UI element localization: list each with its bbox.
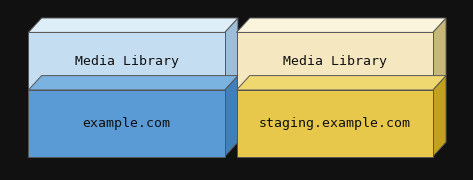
Text: Media Library: Media Library [283, 55, 386, 68]
Polygon shape [236, 76, 446, 90]
Bar [236, 90, 433, 157]
Bar [236, 32, 433, 90]
Text: Media Library: Media Library [75, 55, 178, 68]
Polygon shape [433, 18, 446, 90]
Bar [28, 90, 225, 157]
Bar [28, 32, 225, 90]
Polygon shape [28, 76, 238, 90]
Polygon shape [433, 76, 446, 157]
Text: staging.example.com: staging.example.com [259, 117, 411, 130]
Polygon shape [225, 76, 238, 157]
Polygon shape [236, 18, 446, 32]
Text: example.com: example.com [82, 117, 171, 130]
Polygon shape [28, 18, 238, 32]
Polygon shape [225, 18, 238, 90]
